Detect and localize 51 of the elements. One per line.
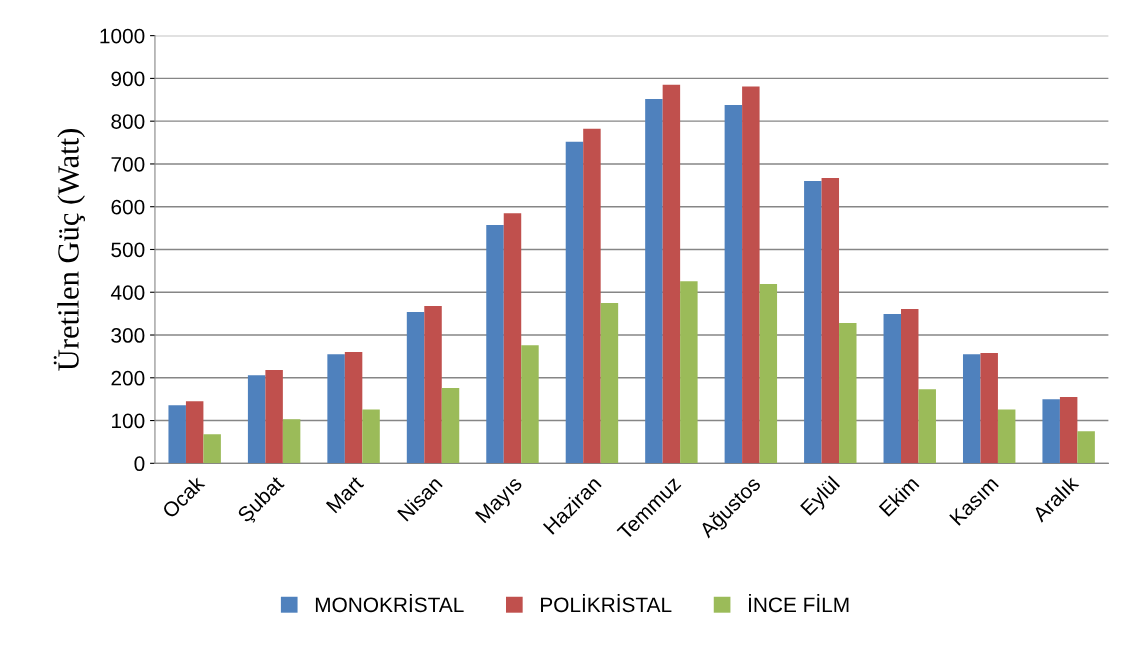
bar [486,225,504,464]
bar [883,314,902,464]
bar [362,409,380,464]
bar [918,389,936,464]
y-tick-label: 900 [111,71,145,87]
y-tick-label: 300 [111,328,145,343]
bar [980,352,998,464]
bar [344,352,363,464]
bar [804,181,822,464]
bar [1042,399,1060,464]
bar [759,284,778,464]
bar [424,305,442,464]
bar [662,84,681,464]
y-tick-label: 400 [110,285,145,300]
bar [742,86,760,464]
bar [406,311,425,464]
bar [247,375,266,464]
y-tick-label: 700 [111,156,145,172]
y-tick-label: 100 [112,413,145,429]
bar [600,302,619,464]
y-axis-title: Üretilen Güç (Watt) [53,129,85,371]
bar [839,323,857,464]
bar [203,434,221,464]
bar [962,354,981,464]
y-tick-label: 600 [111,199,145,215]
bar [997,409,1016,464]
y-tick-label: 800 [111,114,145,129]
bar [565,141,584,464]
bar [282,419,301,464]
legend-label: MONOKRİSTAL [315,593,464,613]
bar [583,128,601,464]
bar [724,104,743,464]
y-tick-label: 0 [134,456,145,472]
bar [265,370,283,464]
y-tick-label: 1000 [100,28,145,44]
y-tick-label: 200 [111,370,145,386]
bar [901,308,919,464]
bar [521,345,539,464]
y-tick-label: 500 [111,242,145,258]
bar [185,401,204,464]
legend-label: POLİKRİSTAL [541,593,672,613]
legend-label: İNCE FİLM [749,593,849,613]
bar [645,98,663,464]
bar [503,213,522,464]
bar [441,388,460,464]
bar [327,354,345,464]
bar [821,178,840,464]
bar [1059,397,1078,464]
bar [168,405,186,464]
bar [680,281,698,464]
bar [1077,431,1095,464]
